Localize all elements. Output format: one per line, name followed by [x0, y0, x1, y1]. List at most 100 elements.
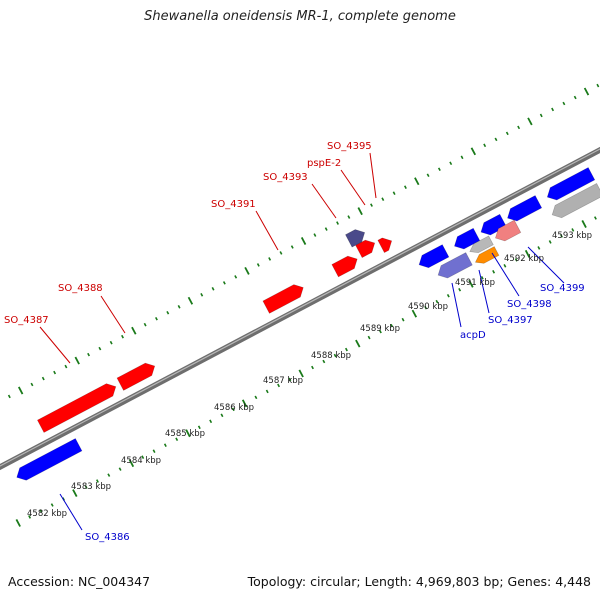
minor-tick	[231, 407, 235, 412]
minor-tick	[28, 515, 32, 519]
minor-tick	[277, 383, 281, 388]
forward-tick-track	[7, 83, 600, 399]
minor-tick	[492, 270, 496, 274]
genome-backbone	[0, 146, 600, 471]
minor-tick	[254, 395, 258, 400]
minor-tick	[211, 287, 215, 291]
minor-tick	[392, 191, 396, 195]
minor-tick	[96, 479, 99, 483]
so4388-label: SO_4388	[58, 283, 103, 294]
minor-tick	[166, 310, 170, 315]
major-tick	[527, 117, 533, 126]
minor-tick	[290, 245, 294, 249]
major-tick	[468, 279, 474, 288]
minor-tick	[381, 197, 385, 201]
minor-tick	[234, 275, 238, 279]
gene-arrow-r2	[454, 227, 481, 250]
gene-arrow-acpd	[437, 252, 473, 279]
so4399-label: SO_4399	[540, 283, 585, 294]
minor-tick	[311, 365, 314, 370]
tick-label: 4582 kbp	[27, 509, 67, 519]
minor-tick	[480, 276, 484, 280]
so4398-label: SO_4398	[507, 299, 552, 310]
minor-tick	[322, 359, 326, 364]
minor-tick	[109, 340, 113, 345]
major-tick	[583, 87, 590, 96]
major-tick	[131, 326, 137, 335]
minor-tick	[50, 503, 54, 507]
so4388-leader	[100, 295, 126, 334]
tick-label: 4583 kbp	[71, 482, 111, 492]
minor-tick	[163, 443, 167, 448]
minor-tick	[596, 83, 600, 88]
minor-tick	[98, 346, 102, 351]
gene-arrow-grey-small	[469, 235, 494, 254]
minor-tick	[424, 305, 428, 310]
acpd-leader	[451, 282, 462, 328]
gene-arrow-so4395	[345, 229, 366, 248]
minor-tick	[141, 455, 145, 459]
minor-tick	[256, 263, 260, 267]
minor-tick	[503, 264, 507, 268]
major-tick	[357, 207, 363, 216]
so4393-label: SO_4393	[263, 172, 308, 183]
reverse-tick-track	[15, 216, 597, 527]
pspe2-label: pspE-2	[307, 158, 341, 169]
gene-arrow-so4397	[474, 246, 500, 264]
minor-tick	[324, 227, 328, 231]
major-tick	[414, 177, 420, 186]
major-tick	[72, 489, 78, 498]
backbone-highlight	[0, 148, 600, 467]
minor-tick	[197, 425, 201, 430]
feature-labels: 4582 kbp 4583 kbp 4584 kbp 4585 kbp 4586 kbp…	[4, 141, 592, 543]
major-tick	[241, 399, 248, 408]
tick-label: 4591 kbp	[455, 278, 495, 288]
minor-tick	[175, 437, 179, 442]
minor-tick	[155, 316, 158, 321]
tick-label: 4587 kbp	[263, 376, 303, 386]
so4398-leader	[491, 252, 520, 297]
label-leaders	[39, 152, 565, 531]
minor-tick	[39, 509, 43, 513]
minor-tick	[345, 347, 348, 352]
major-tick	[470, 147, 477, 156]
minor-tick	[41, 376, 45, 381]
minor-tick	[401, 317, 405, 322]
gene-features	[16, 167, 600, 481]
minor-tick	[313, 233, 317, 237]
major-tick	[15, 518, 21, 527]
tick-label: 4584 kbp	[121, 456, 161, 466]
minor-tick	[84, 485, 88, 489]
minor-tick	[143, 322, 147, 327]
minor-tick	[121, 334, 124, 339]
minor-tick	[53, 370, 57, 375]
major-tick	[411, 309, 418, 318]
major-tick	[74, 356, 80, 365]
minor-tick	[152, 449, 156, 453]
tick-label: 4593 kbp	[552, 231, 592, 241]
minor-tick	[571, 228, 575, 232]
gene-arrow-so4391	[262, 284, 304, 314]
minor-tick	[378, 329, 382, 334]
gene-arrow-so4393	[331, 255, 358, 278]
tick-label: 4589 kbp	[360, 324, 400, 334]
major-tick	[244, 266, 250, 275]
minor-tick	[446, 293, 450, 298]
gene-arrow-so4387	[37, 383, 117, 433]
so4391-leader	[255, 210, 279, 251]
major-tick	[355, 339, 361, 348]
so4397-label: SO_4397	[488, 315, 533, 326]
tick-label: 4592 kbp	[504, 254, 544, 264]
minor-tick	[64, 364, 68, 369]
gene-arrow-psp	[355, 239, 376, 258]
minor-tick	[560, 234, 563, 238]
minor-tick	[537, 246, 541, 250]
minor-tick	[460, 155, 464, 160]
so4387-label: SO_4387	[4, 315, 49, 326]
minor-tick	[288, 377, 292, 382]
minor-tick	[279, 251, 283, 255]
minor-tick	[593, 216, 597, 220]
so4399-leader	[527, 246, 565, 284]
minor-tick	[390, 323, 394, 328]
